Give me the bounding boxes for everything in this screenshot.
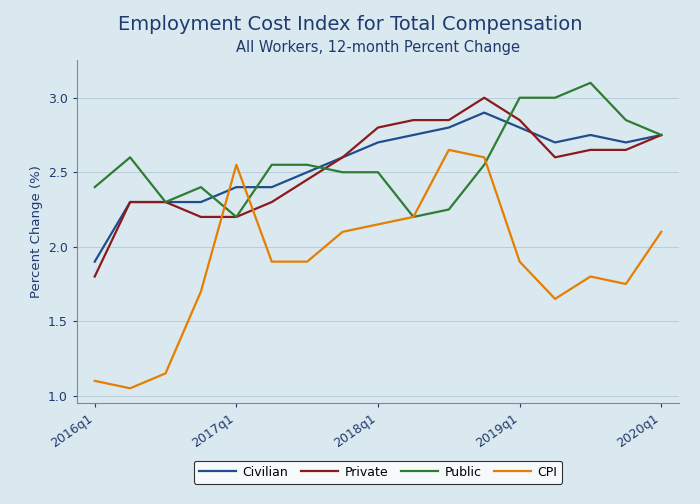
Civilian [197, 199, 205, 205]
Public [551, 95, 559, 101]
Private [444, 117, 453, 123]
Private [197, 214, 205, 220]
Civilian [410, 132, 418, 138]
Public [232, 214, 241, 220]
CPI [657, 229, 666, 235]
Public [303, 162, 312, 168]
Civilian [515, 124, 524, 131]
Title: All Workers, 12-month Percent Change: All Workers, 12-month Percent Change [236, 40, 520, 55]
Public [480, 162, 489, 168]
Private [657, 132, 666, 138]
Private [126, 199, 134, 205]
Public [161, 199, 169, 205]
Private [90, 274, 99, 280]
Private [374, 124, 382, 131]
CPI [267, 259, 276, 265]
CPI [126, 385, 134, 391]
Public [515, 95, 524, 101]
Y-axis label: Percent Change (%): Percent Change (%) [29, 165, 43, 298]
Private [622, 147, 630, 153]
Civilian [232, 184, 241, 190]
Civilian [622, 140, 630, 146]
Civilian [551, 140, 559, 146]
Private [232, 214, 241, 220]
Line: Public: Public [94, 83, 662, 217]
Public [126, 154, 134, 160]
Text: Employment Cost Index for Total Compensation: Employment Cost Index for Total Compensa… [118, 15, 582, 34]
Public [197, 184, 205, 190]
Private [338, 154, 346, 160]
Public [657, 132, 666, 138]
Private [551, 154, 559, 160]
Civilian [657, 132, 666, 138]
Civilian [126, 199, 134, 205]
Civilian [587, 132, 595, 138]
Private [480, 95, 489, 101]
CPI [90, 378, 99, 384]
Civilian [338, 154, 346, 160]
Public [267, 162, 276, 168]
Public [444, 207, 453, 213]
Private [410, 117, 418, 123]
Public [90, 184, 99, 190]
Civilian [161, 199, 169, 205]
Public [622, 117, 630, 123]
CPI [303, 259, 312, 265]
Public [410, 214, 418, 220]
Private [515, 117, 524, 123]
Civilian [480, 109, 489, 115]
CPI [515, 259, 524, 265]
Line: Civilian: Civilian [94, 112, 662, 262]
CPI [197, 288, 205, 294]
Line: Private: Private [94, 98, 662, 277]
CPI [232, 162, 241, 168]
CPI [444, 147, 453, 153]
Civilian [303, 169, 312, 175]
CPI [374, 221, 382, 227]
Civilian [374, 140, 382, 146]
Civilian [90, 259, 99, 265]
Public [374, 169, 382, 175]
CPI [480, 154, 489, 160]
Private [587, 147, 595, 153]
Civilian [444, 124, 453, 131]
Civilian [267, 184, 276, 190]
Line: CPI: CPI [94, 150, 662, 388]
Private [303, 177, 312, 183]
CPI [161, 370, 169, 376]
Legend: Civilian, Private, Public, CPI: Civilian, Private, Public, CPI [194, 461, 562, 484]
Private [161, 199, 169, 205]
CPI [622, 281, 630, 287]
CPI [587, 274, 595, 280]
CPI [338, 229, 346, 235]
CPI [410, 214, 418, 220]
CPI [551, 296, 559, 302]
Public [587, 80, 595, 86]
Public [338, 169, 346, 175]
Private [267, 199, 276, 205]
